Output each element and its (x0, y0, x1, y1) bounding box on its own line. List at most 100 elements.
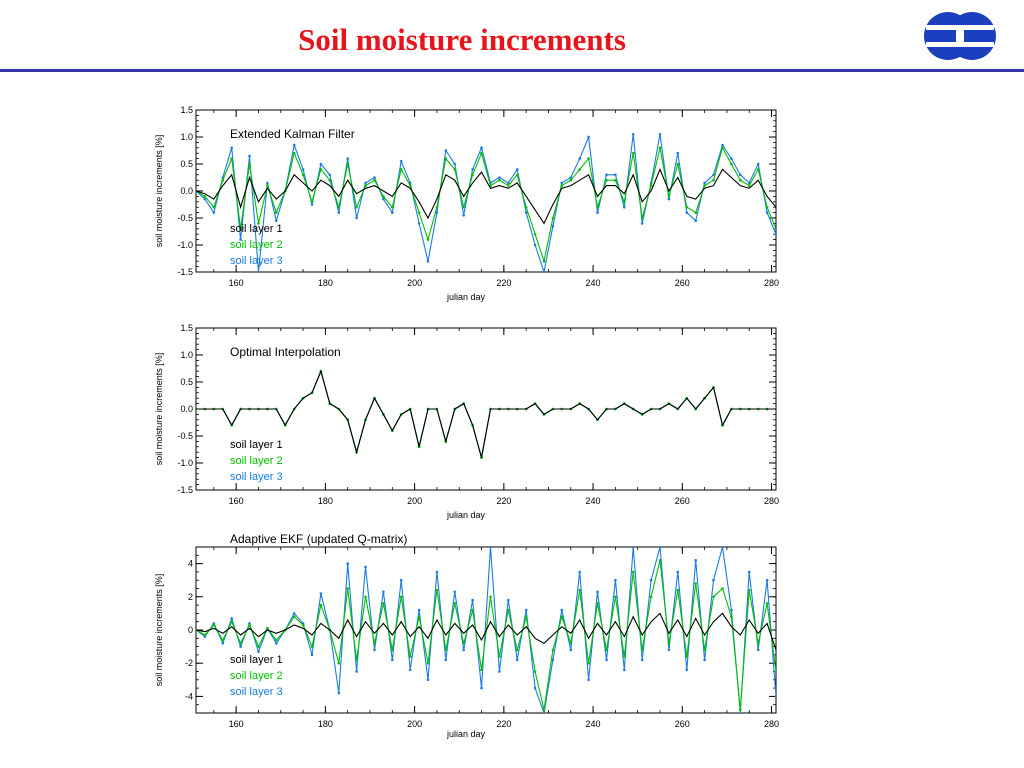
legend-entry-layer-1: soil layer 1 (230, 223, 283, 235)
chart-title: Extended Kalman Filter (230, 127, 355, 141)
data-point-layer-3 (373, 176, 376, 179)
y-tick-label: 0 (188, 625, 193, 635)
data-point-layer-2 (578, 168, 581, 171)
data-point-layer-3 (266, 181, 269, 185)
y-tick-label: 4 (188, 559, 193, 569)
y-tick-label: -4 (185, 691, 193, 701)
data-point-layer-2 (507, 608, 510, 612)
data-point-layer-3 (596, 590, 599, 594)
data-point-layer-2 (391, 205, 394, 209)
data-point-layer-2 (355, 658, 358, 662)
data-point-layer-3 (623, 205, 626, 209)
y-tick-label: 0.0 (180, 186, 193, 196)
data-point-layer-2 (533, 232, 537, 236)
data-point-layer-3 (471, 168, 474, 171)
data-point-layer-2 (319, 603, 323, 607)
data-point-layer-2 (435, 588, 439, 592)
data-point-layer-3 (391, 658, 394, 662)
data-point-layer-3 (631, 547, 635, 549)
x-tick-label: 160 (229, 278, 244, 288)
x-tick-label: 280 (764, 496, 779, 506)
data-point-layer-3 (667, 648, 671, 652)
oi-chart: 160 180 200 220 240 260 280 -1.5 -1.0 -0.5 0.0 0.5 1… (154, 323, 779, 520)
x-tick-label: 280 (764, 278, 779, 288)
data-point-layer-3 (587, 135, 590, 139)
data-point-layer-3 (257, 650, 260, 653)
data-point-layer-3 (649, 578, 653, 582)
data-point-layer-2 (498, 655, 501, 658)
data-point-layer-2 (712, 178, 715, 182)
data-point-layer-2 (399, 168, 403, 171)
data-point-layer-3 (676, 151, 680, 155)
data-point-layer-2 (614, 178, 617, 182)
data-point-layer-2 (569, 642, 573, 645)
x-tick-label: 200 (407, 496, 422, 506)
data-point-layer-2 (221, 638, 225, 642)
data-point-layer-3 (319, 592, 323, 595)
series-line-layer-1 (196, 369, 776, 458)
legend-entry-layer-3: soil layer 3 (230, 255, 283, 267)
data-point-layer-3 (578, 570, 581, 574)
data-point-layer-3 (551, 658, 555, 662)
data-point-layer-3 (569, 176, 573, 179)
y-tick-label: 1.0 (180, 132, 193, 142)
data-point-layer-2 (730, 615, 733, 618)
adaptive-ekf-chart: 160 180 200 220 240 260 280 -4 -2 0 2 4 julian day so… (154, 532, 779, 739)
legend-entry-layer-2: soil layer 2 (230, 455, 283, 467)
data-point-layer-3 (605, 173, 608, 177)
data-point-layer-2 (551, 648, 555, 652)
data-point-layer-3 (507, 181, 510, 185)
legend-entry-layer-2: soil layer 2 (230, 670, 283, 682)
y-tick-label: 0.5 (180, 377, 193, 387)
data-point-layer-2 (721, 146, 724, 150)
data-point-layer-2 (337, 205, 341, 209)
x-tick-label: 220 (496, 278, 511, 288)
data-point-layer-2 (685, 655, 689, 658)
legend-entry-layer-3: soil layer 3 (230, 471, 283, 483)
x-axis-label: julian day (446, 510, 486, 520)
data-point-layer-3 (310, 203, 314, 206)
data-point-layer-2 (373, 178, 376, 182)
data-point-layer-2 (774, 227, 776, 231)
data-point-layer-2 (266, 184, 269, 187)
data-point-layer-3 (730, 157, 733, 160)
data-point-layer-3 (426, 259, 430, 263)
x-tick-label: 280 (764, 719, 779, 729)
data-point-layer-3 (435, 570, 439, 574)
data-point-layer-2 (774, 670, 776, 673)
data-point-layer-2 (587, 661, 590, 665)
x-tick-label: 240 (586, 278, 601, 288)
data-point-layer-3 (417, 608, 421, 612)
chart-title: Adaptive EKF (updated Q-matrix) (230, 532, 407, 546)
x-tick-label: 240 (586, 496, 601, 506)
data-point-layer-3 (694, 559, 697, 562)
data-point-layer-2 (640, 648, 644, 652)
data-point-layer-3 (765, 211, 769, 214)
legend-entry-layer-1: soil layer 1 (230, 439, 283, 451)
data-point-layer-2 (203, 195, 207, 198)
data-point-layer-2 (631, 570, 635, 574)
data-point-layer-2 (578, 588, 581, 592)
data-point-layer-2 (694, 211, 697, 214)
x-axis-label: julian day (446, 292, 486, 302)
data-point-layer-2 (507, 184, 510, 187)
data-point-layer-3 (346, 157, 349, 160)
data-point-layer-3 (328, 173, 332, 177)
data-point-layer-2 (515, 648, 519, 652)
data-point-layer-2 (417, 615, 421, 618)
data-point-layer-2 (391, 648, 394, 652)
data-point-layer-2 (248, 623, 251, 627)
data-point-layer-3 (524, 211, 528, 214)
x-tick-label: 260 (675, 719, 690, 729)
data-point-layer-2 (462, 205, 466, 209)
data-point-layer-3 (230, 146, 233, 150)
data-point-layer-2 (640, 216, 644, 220)
data-point-layer-2 (230, 620, 233, 623)
x-axis-label: julian day (446, 729, 486, 739)
data-point-layer-3 (560, 608, 564, 612)
data-point-layer-3 (480, 686, 483, 690)
x-tick-label: 200 (407, 278, 422, 288)
data-point-layer-3 (462, 648, 466, 652)
data-point-layer-2 (373, 642, 376, 645)
data-point-layer-2 (257, 645, 260, 648)
